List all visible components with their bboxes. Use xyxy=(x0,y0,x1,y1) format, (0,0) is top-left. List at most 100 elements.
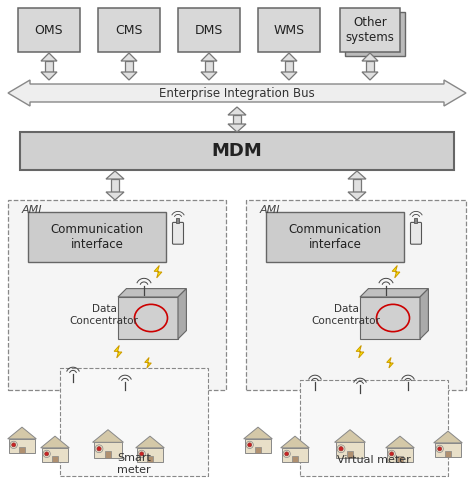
Text: OMS: OMS xyxy=(35,24,64,36)
Circle shape xyxy=(438,447,442,451)
FancyBboxPatch shape xyxy=(410,222,421,244)
Polygon shape xyxy=(356,346,364,358)
Bar xyxy=(105,451,111,458)
Bar xyxy=(205,61,213,72)
Text: Smart
meter: Smart meter xyxy=(117,453,151,475)
Polygon shape xyxy=(114,346,122,358)
Polygon shape xyxy=(121,72,137,80)
Bar xyxy=(292,456,298,462)
Bar xyxy=(245,439,271,453)
Bar xyxy=(282,448,308,462)
Text: DMS: DMS xyxy=(195,24,223,36)
Polygon shape xyxy=(434,431,462,443)
Bar xyxy=(353,179,361,192)
Text: Communication
interface: Communication interface xyxy=(50,223,144,251)
Bar xyxy=(258,8,320,52)
Bar xyxy=(111,179,119,192)
Polygon shape xyxy=(41,53,57,61)
Circle shape xyxy=(12,443,16,447)
Text: WMS: WMS xyxy=(273,24,305,36)
Polygon shape xyxy=(362,53,378,61)
Polygon shape xyxy=(136,436,164,448)
Bar xyxy=(98,8,160,52)
Bar xyxy=(176,218,180,223)
Polygon shape xyxy=(244,427,272,439)
Bar xyxy=(345,12,405,56)
Bar xyxy=(60,368,208,476)
Circle shape xyxy=(45,452,49,456)
Bar xyxy=(266,212,404,262)
Bar xyxy=(118,297,178,339)
Text: Virtual meter: Virtual meter xyxy=(337,455,411,465)
Bar xyxy=(20,132,454,170)
Bar xyxy=(125,61,133,72)
Bar xyxy=(360,297,420,339)
Polygon shape xyxy=(281,53,297,61)
Bar xyxy=(137,448,163,462)
Bar xyxy=(347,451,353,458)
Bar xyxy=(94,443,122,458)
Polygon shape xyxy=(106,192,124,200)
Bar xyxy=(28,212,166,262)
Bar xyxy=(387,448,413,462)
Polygon shape xyxy=(178,289,186,339)
Bar xyxy=(340,8,400,52)
Polygon shape xyxy=(386,436,414,448)
Text: CMS: CMS xyxy=(115,24,143,36)
Circle shape xyxy=(97,447,101,451)
Text: MDM: MDM xyxy=(211,142,263,160)
Polygon shape xyxy=(228,124,246,132)
Bar xyxy=(18,8,80,52)
Polygon shape xyxy=(392,266,400,278)
Polygon shape xyxy=(118,289,186,297)
Polygon shape xyxy=(335,430,365,443)
Bar xyxy=(147,456,153,462)
Polygon shape xyxy=(8,427,36,439)
Polygon shape xyxy=(348,192,366,200)
Text: Communication
interface: Communication interface xyxy=(289,223,382,251)
Polygon shape xyxy=(360,289,428,297)
Polygon shape xyxy=(362,72,378,80)
Bar xyxy=(178,8,240,52)
Polygon shape xyxy=(420,289,428,339)
Circle shape xyxy=(248,443,252,447)
Circle shape xyxy=(140,452,144,456)
Bar xyxy=(45,61,53,72)
Bar xyxy=(19,447,25,453)
Bar xyxy=(8,200,226,390)
Bar xyxy=(397,456,402,462)
FancyBboxPatch shape xyxy=(173,222,183,244)
Text: AMI: AMI xyxy=(260,205,281,215)
Circle shape xyxy=(390,452,393,456)
Polygon shape xyxy=(348,171,366,179)
Bar xyxy=(246,200,466,390)
Bar xyxy=(9,439,35,453)
Polygon shape xyxy=(106,171,124,179)
Polygon shape xyxy=(8,80,466,106)
Text: Data
Concentrator: Data Concentrator xyxy=(70,304,138,326)
Bar xyxy=(53,456,58,462)
Bar xyxy=(366,61,374,72)
Bar xyxy=(336,443,364,458)
Text: Enterprise Integration Bus: Enterprise Integration Bus xyxy=(159,87,315,99)
Text: AMI: AMI xyxy=(22,205,43,215)
Circle shape xyxy=(339,447,343,451)
Bar xyxy=(233,115,241,124)
Bar xyxy=(42,448,68,462)
Polygon shape xyxy=(121,53,137,61)
Polygon shape xyxy=(201,53,217,61)
Polygon shape xyxy=(145,357,151,368)
Polygon shape xyxy=(387,357,393,368)
Polygon shape xyxy=(201,72,217,80)
Polygon shape xyxy=(281,436,310,448)
Polygon shape xyxy=(281,72,297,80)
Polygon shape xyxy=(41,72,57,80)
Bar xyxy=(285,61,293,72)
Bar xyxy=(414,218,418,223)
Bar xyxy=(446,451,451,457)
Polygon shape xyxy=(228,107,246,115)
Circle shape xyxy=(285,452,289,456)
Polygon shape xyxy=(92,430,123,443)
Text: Other
systems: Other systems xyxy=(346,16,394,44)
Bar xyxy=(300,380,448,476)
